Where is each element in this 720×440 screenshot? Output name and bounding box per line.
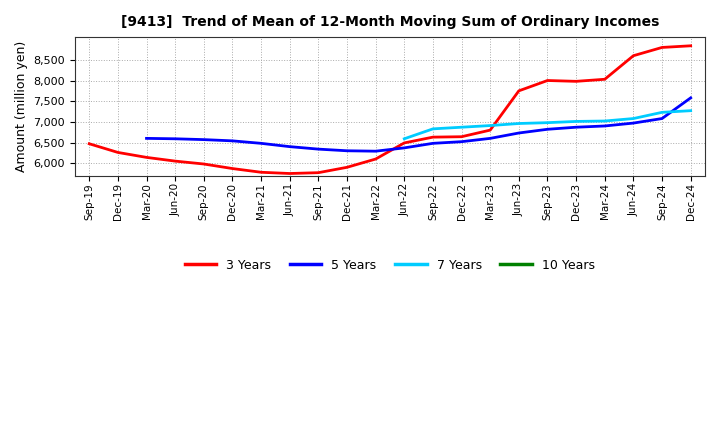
Title: [9413]  Trend of Mean of 12-Month Moving Sum of Ordinary Incomes: [9413] Trend of Mean of 12-Month Moving … <box>121 15 659 29</box>
Y-axis label: Amount (million yen): Amount (million yen) <box>15 41 28 172</box>
Legend: 3 Years, 5 Years, 7 Years, 10 Years: 3 Years, 5 Years, 7 Years, 10 Years <box>180 254 600 277</box>
